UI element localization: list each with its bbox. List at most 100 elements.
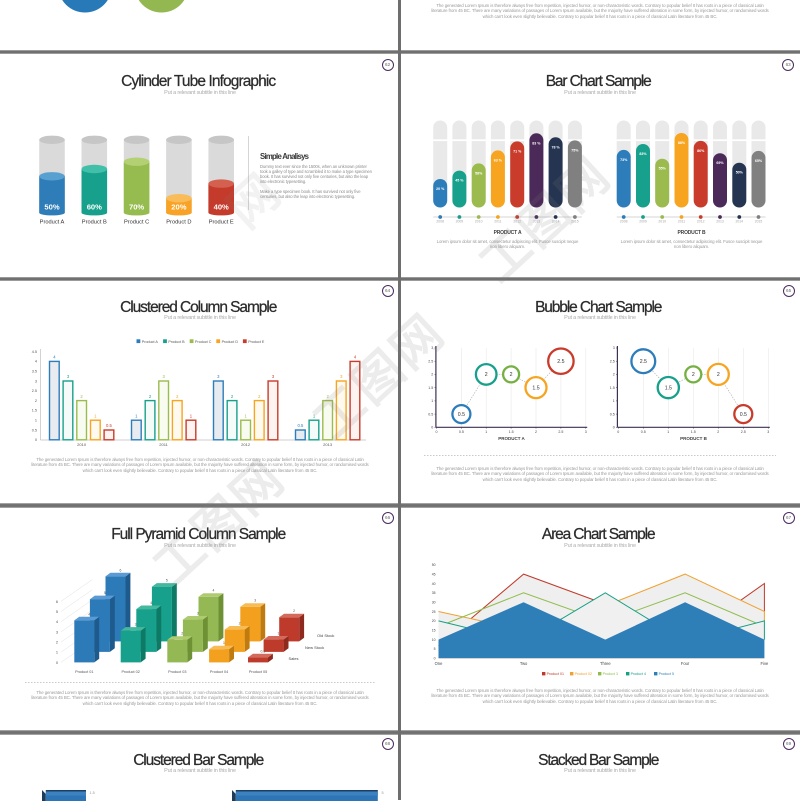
svg-text:1: 1	[245, 413, 248, 418]
svg-text:50%: 50%	[736, 171, 744, 175]
svg-text:2.5: 2.5	[32, 389, 37, 393]
svg-text:Product C: Product C	[124, 219, 149, 225]
svg-text:0.5: 0.5	[261, 649, 266, 653]
svg-text:1.5: 1.5	[428, 386, 433, 390]
svg-text:0.5: 0.5	[641, 430, 646, 434]
svg-text:3: 3	[67, 374, 70, 379]
svg-text:1: 1	[278, 632, 280, 636]
svg-text:45: 45	[432, 572, 436, 576]
svg-text:0.5: 0.5	[740, 412, 747, 418]
svg-text:0.5: 0.5	[32, 428, 37, 432]
svg-text:1.5: 1.5	[532, 385, 539, 391]
svg-text:2010: 2010	[475, 220, 483, 224]
svg-text:2012: 2012	[697, 220, 705, 224]
svg-text:4: 4	[150, 601, 152, 605]
svg-text:50%: 50%	[44, 202, 59, 211]
svg-text:Product 02: Product 02	[122, 670, 140, 674]
svg-text:1: 1	[56, 650, 58, 655]
svg-text:Product B: Product B	[168, 340, 185, 344]
svg-text:3: 3	[135, 623, 137, 627]
svg-text:2014: 2014	[552, 220, 560, 224]
svg-text:2.5: 2.5	[428, 359, 433, 363]
svg-text:Product D: Product D	[222, 340, 239, 344]
svg-text:10: 10	[432, 638, 436, 642]
svg-text:15: 15	[432, 629, 436, 633]
svg-text:2: 2	[239, 622, 241, 626]
svg-text:Product B: Product B	[82, 219, 107, 225]
svg-text:1: 1	[94, 413, 97, 418]
svg-text:1: 1	[667, 430, 669, 434]
svg-text:Product 02: Product 02	[575, 672, 592, 676]
svg-text:2.5: 2.5	[557, 359, 564, 365]
svg-text:Sales: Sales	[289, 656, 299, 661]
svg-text:20: 20	[432, 619, 436, 623]
svg-text:2011: 2011	[494, 220, 501, 224]
svg-text:5: 5	[56, 609, 58, 614]
svg-text:2.5: 2.5	[558, 430, 563, 434]
svg-text:1.5: 1.5	[610, 386, 615, 390]
svg-text:2.5: 2.5	[640, 359, 647, 365]
svg-text:2: 2	[431, 373, 433, 377]
svg-text:5: 5	[166, 579, 168, 583]
svg-text:25: 25	[432, 610, 436, 614]
svg-text:3: 3	[197, 612, 199, 616]
svg-text:0.5: 0.5	[106, 423, 112, 428]
svg-text:2: 2	[535, 430, 537, 434]
svg-text:65%: 65%	[755, 159, 763, 163]
svg-text:2014: 2014	[736, 220, 744, 224]
svg-text:Product A: Product A	[142, 340, 159, 344]
svg-text:1: 1	[223, 641, 225, 645]
svg-text:1: 1	[135, 413, 138, 418]
svg-text:0.5: 0.5	[459, 430, 464, 434]
svg-text:2009: 2009	[456, 220, 464, 224]
svg-text:New Stock: New Stock	[305, 645, 324, 650]
svg-text:Product 4: Product 4	[631, 672, 646, 676]
svg-text:Product 05: Product 05	[249, 670, 267, 674]
svg-text:Product E: Product E	[248, 340, 265, 344]
svg-text:2008: 2008	[620, 220, 628, 224]
svg-text:Two: Two	[520, 661, 528, 666]
svg-text:4: 4	[53, 355, 56, 360]
svg-text:4: 4	[212, 589, 214, 593]
svg-text:0: 0	[613, 426, 615, 430]
svg-text:1: 1	[485, 430, 487, 434]
svg-text:0.5: 0.5	[610, 412, 615, 416]
svg-text:1: 1	[613, 399, 615, 403]
svg-text:Five: Five	[761, 661, 769, 666]
svg-text:2: 2	[181, 632, 183, 636]
svg-text:70%: 70%	[129, 202, 144, 211]
svg-text:40%: 40%	[214, 202, 229, 211]
svg-text:2013: 2013	[716, 220, 724, 224]
svg-text:2: 2	[80, 394, 83, 399]
svg-text:2: 2	[56, 640, 58, 645]
svg-text:83 %: 83 %	[532, 141, 541, 145]
svg-text:1: 1	[431, 399, 433, 403]
svg-text:2: 2	[717, 430, 719, 434]
svg-text:0: 0	[35, 438, 37, 442]
svg-text:2.5: 2.5	[741, 430, 746, 434]
svg-text:30: 30	[432, 601, 436, 605]
svg-text:3: 3	[35, 379, 37, 383]
svg-text:1: 1	[190, 413, 193, 418]
svg-text:0: 0	[617, 430, 619, 434]
svg-text:63 %: 63 %	[494, 158, 503, 162]
svg-text:6: 6	[119, 568, 121, 572]
svg-text:2010: 2010	[77, 442, 87, 447]
svg-text:2: 2	[613, 373, 615, 377]
svg-text:3: 3	[163, 374, 166, 379]
svg-text:2: 2	[717, 372, 720, 378]
svg-text:Product 01: Product 01	[547, 672, 564, 676]
svg-text:2: 2	[231, 394, 234, 399]
svg-text:Product 04: Product 04	[210, 670, 228, 674]
svg-text:1.5: 1.5	[509, 430, 514, 434]
svg-text:20%: 20%	[171, 202, 186, 211]
svg-text:73%: 73%	[620, 158, 628, 162]
svg-text:Product D: Product D	[166, 219, 191, 225]
svg-text:2: 2	[510, 372, 513, 378]
svg-text:3: 3	[767, 430, 769, 434]
svg-text:2012: 2012	[513, 220, 521, 224]
svg-text:3: 3	[431, 346, 433, 350]
svg-text:71 %: 71 %	[513, 149, 522, 153]
svg-text:0.5: 0.5	[428, 412, 433, 416]
svg-text:1: 1	[313, 413, 316, 418]
